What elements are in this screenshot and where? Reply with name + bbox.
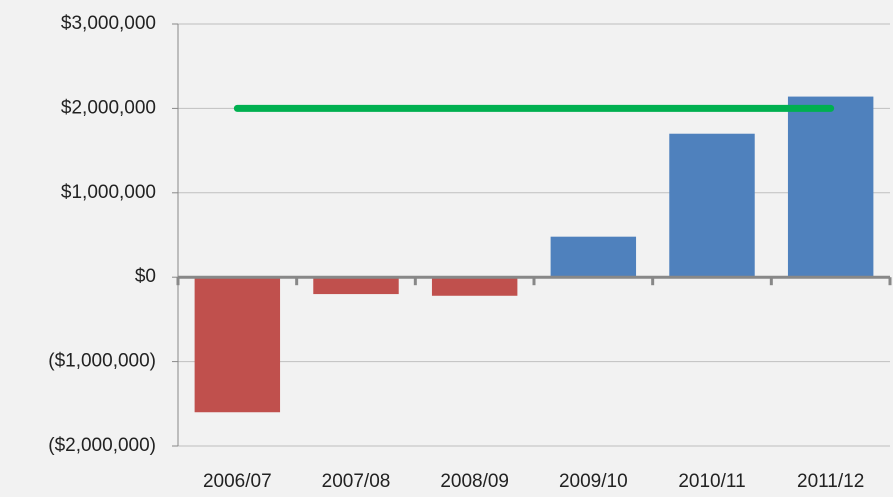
bar bbox=[313, 277, 399, 295]
x-tick-label: 2006/07 bbox=[203, 471, 272, 492]
bar bbox=[194, 277, 281, 413]
bar bbox=[550, 236, 637, 278]
y-tick-label: ($2,000,000) bbox=[48, 435, 156, 456]
y-tick-label: $0 bbox=[135, 266, 156, 287]
bar bbox=[669, 133, 755, 278]
bar bbox=[431, 277, 518, 296]
y-tick-label: $3,000,000 bbox=[61, 13, 156, 34]
x-tick-label: 2010/11 bbox=[678, 471, 745, 492]
x-tick-label: 2011/12 bbox=[797, 471, 864, 492]
y-tick-label: $1,000,000 bbox=[61, 182, 156, 203]
y-tick-label: $2,000,000 bbox=[61, 97, 156, 118]
x-tick-label: 2009/10 bbox=[559, 471, 628, 492]
y-tick-label: ($1,000,000) bbox=[48, 351, 156, 372]
x-tick-label: 2008/09 bbox=[440, 471, 509, 492]
bar bbox=[787, 96, 874, 278]
x-tick-label: 2007/08 bbox=[322, 471, 391, 492]
